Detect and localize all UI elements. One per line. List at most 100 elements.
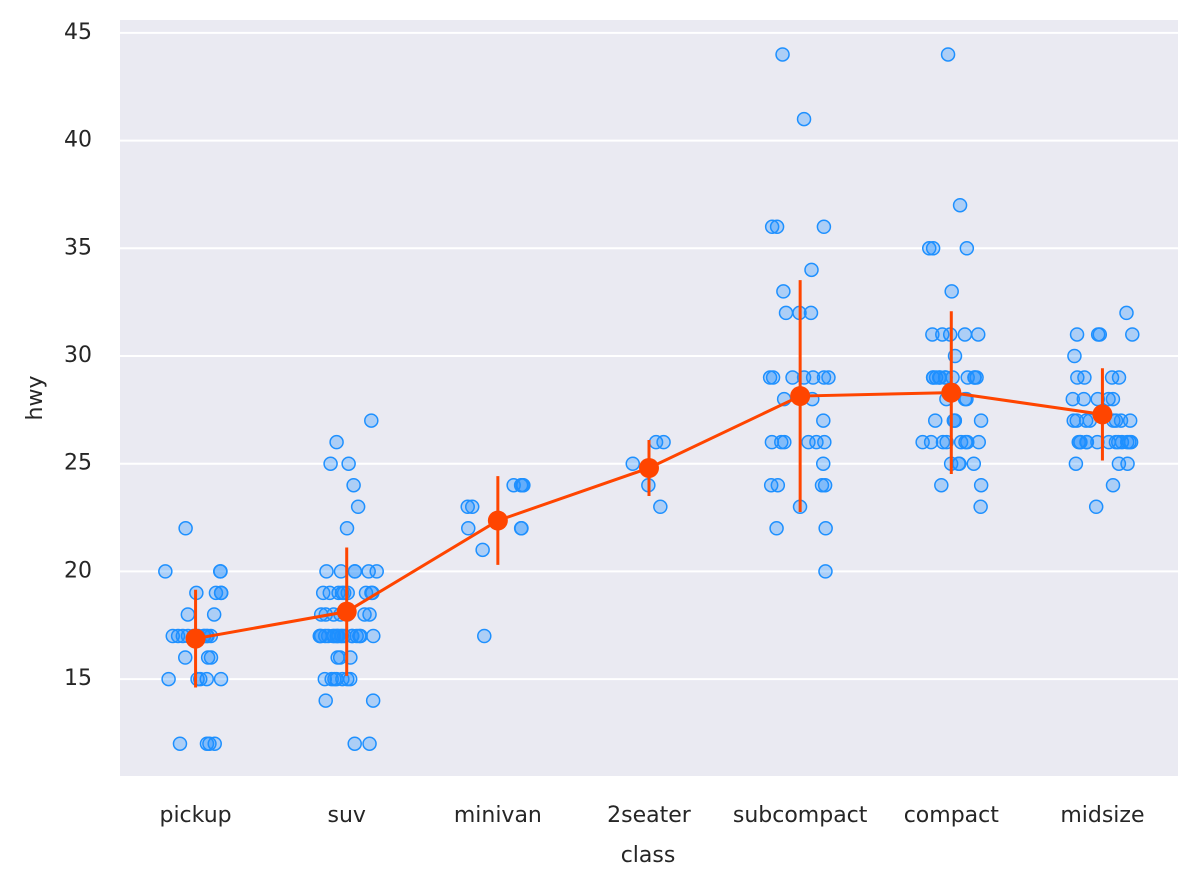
data-point [475,542,490,558]
mean-marker [336,601,357,622]
data-point [364,413,379,428]
data-point [959,241,975,256]
x-axis-label: class [621,843,676,868]
data-point [347,736,362,751]
data-point [1105,391,1121,407]
data-point [769,521,784,536]
mean-marker [1092,404,1113,425]
data-point [927,413,943,428]
data-point [935,327,950,342]
data-point [369,564,384,579]
mean-marker [185,628,206,649]
data-point [1065,391,1081,407]
data-point [656,434,671,450]
data-point [170,628,186,644]
data-point [1076,391,1092,407]
data-point [796,111,812,127]
data-point [199,736,215,751]
data-point [966,456,982,471]
data-point [180,607,196,622]
y-tick-label: 30 [64,343,92,368]
data-point [960,370,975,385]
x-tick-label: pickup [159,803,231,828]
data-point [178,650,193,665]
data-point [944,284,959,299]
data-point [161,671,176,687]
data-point [764,434,780,450]
data-point [1105,477,1121,493]
data-point [165,628,181,644]
data-point [953,434,969,450]
data-point [1092,327,1108,342]
data-point [925,327,940,342]
data-point [925,241,941,256]
data-point [322,585,338,601]
data-point [958,434,973,450]
x-tick-label: 2seater [607,803,692,828]
data-point [506,477,521,493]
data-point [207,736,222,751]
data-point [778,305,794,321]
data-point [1119,305,1134,321]
data-point [362,607,377,622]
data-point [765,370,781,385]
data-point [1111,370,1127,385]
data-point [329,434,344,450]
data-point [1077,370,1092,385]
data-point [323,456,338,471]
data-point [477,628,492,644]
y-tick-label: 25 [64,451,92,476]
data-point [332,650,348,665]
data-point [1120,456,1135,471]
y-tick-label: 40 [64,128,92,153]
data-point [940,47,956,62]
data-point [1079,434,1095,450]
data-point [178,521,193,536]
data-point [934,477,949,493]
y-tick-label: 20 [64,558,92,583]
y-tick-label: 35 [64,235,92,260]
data-point [347,564,363,579]
data-point [935,434,951,450]
data-point [816,370,832,385]
x-tick-label: subcompact [733,803,868,828]
data-point [915,434,930,450]
data-point [970,327,986,342]
data-point [805,370,821,385]
data-point [339,521,355,536]
data-point [625,456,641,471]
data-point [461,521,476,536]
data-point [973,413,989,428]
mean-marker [487,510,508,531]
data-point [1067,348,1082,364]
data-point [804,262,819,278]
data-point [366,628,381,644]
data-point [973,499,988,515]
data-point [1088,499,1104,515]
data-point [816,219,832,235]
data-point [213,585,229,601]
x-tick-label: compact [904,803,1000,828]
y-axis-label: hwy [23,376,48,421]
data-point [341,456,356,471]
data-point [815,456,831,471]
data-point [365,693,381,708]
data-point [1078,413,1094,428]
y-tick-label: 15 [64,666,92,691]
data-point [973,477,989,493]
data-point [460,499,475,515]
mean-marker [941,382,962,403]
data-point [1125,327,1140,342]
data-point [513,521,529,536]
data-point [464,499,480,515]
data-point [821,370,836,385]
data-point [200,650,216,665]
data-point [818,564,833,579]
data-point [952,197,968,213]
data-point [653,499,668,515]
data-point [775,47,790,62]
data-point [1069,327,1085,342]
x-tick-label: minivan [454,803,542,828]
data-point [1113,413,1129,428]
